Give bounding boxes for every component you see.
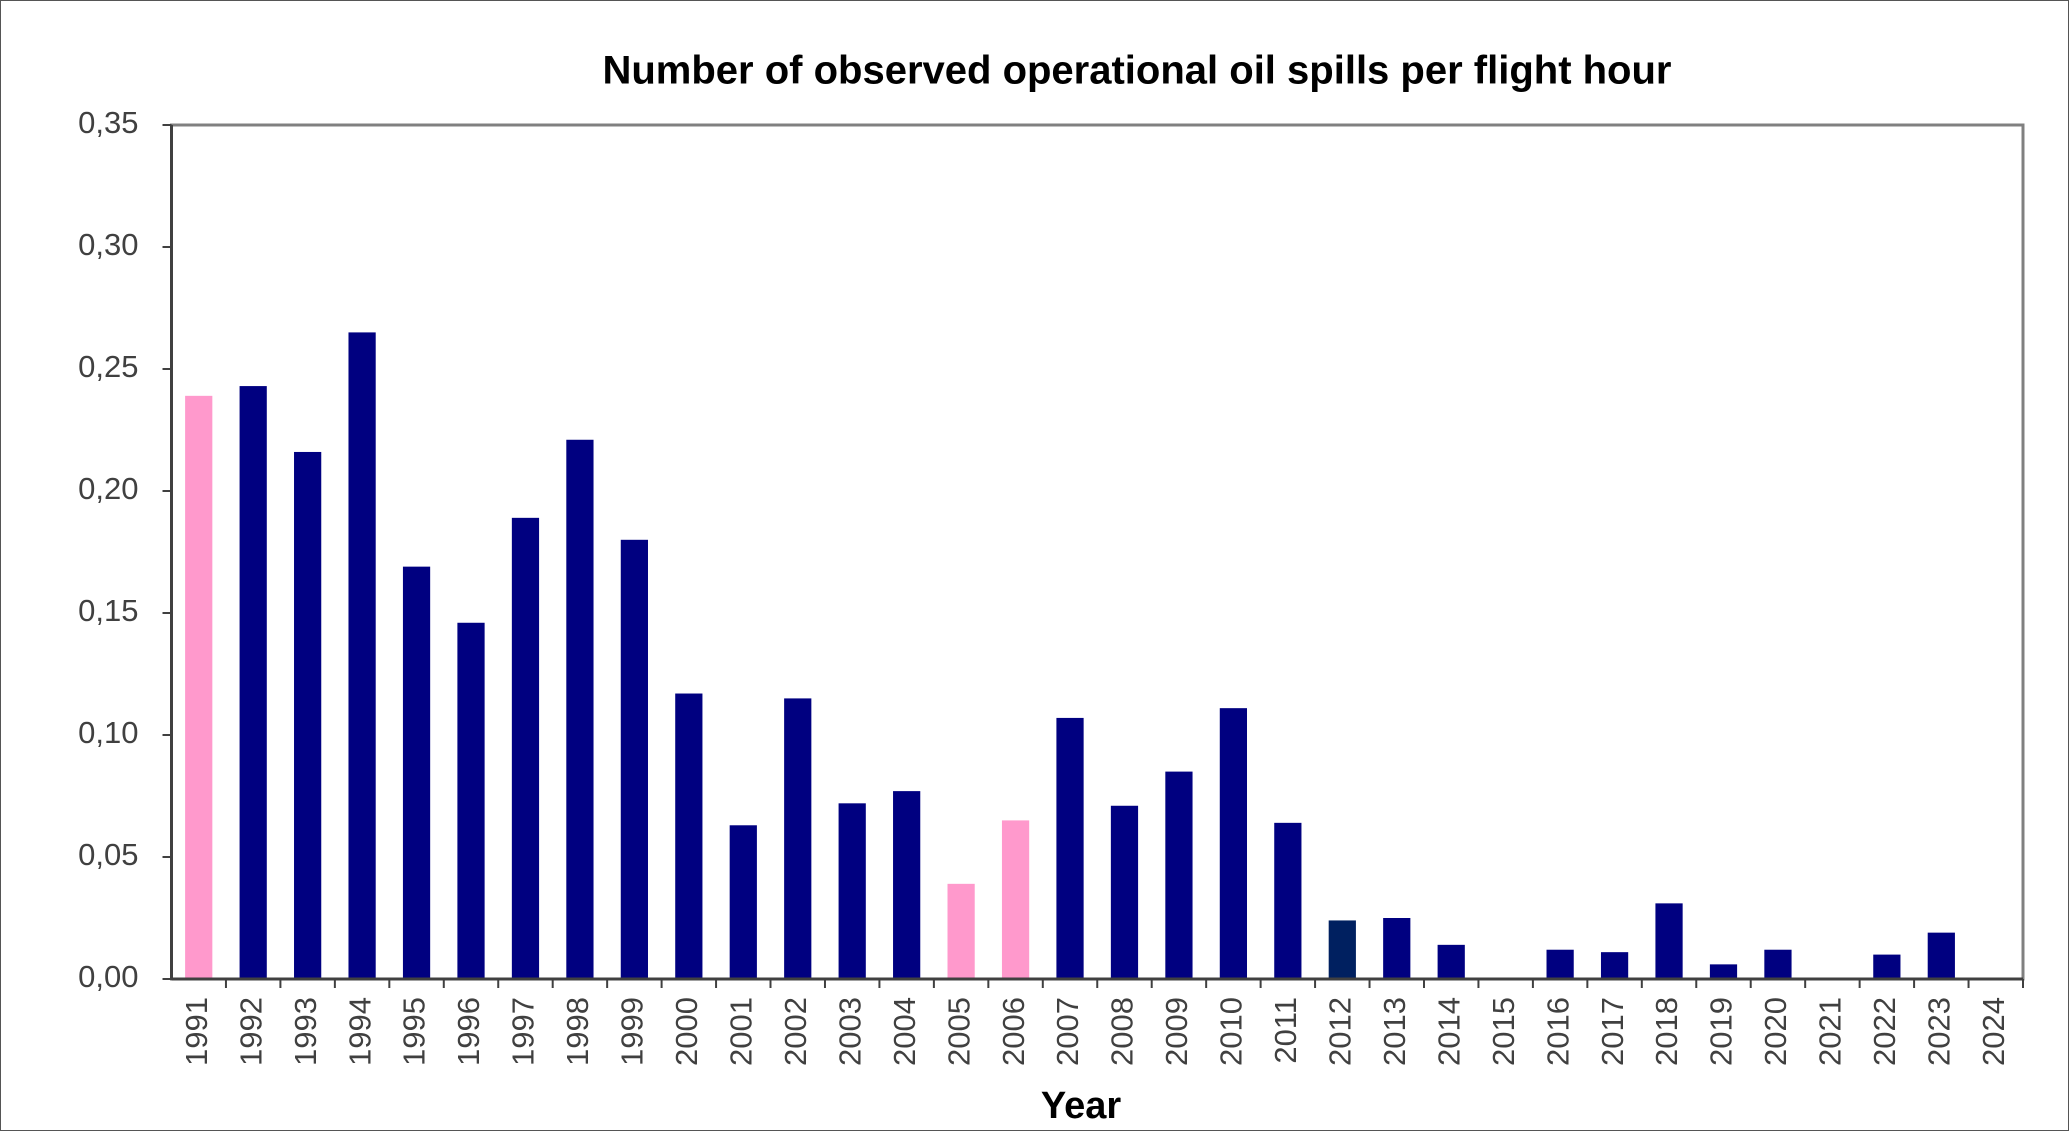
bar [675, 693, 703, 979]
bar [402, 566, 431, 979]
x-tick-label: 2010 [1214, 997, 1249, 1066]
bar [1600, 952, 1629, 979]
x-tick-label: 2022 [1867, 997, 1902, 1066]
x-tick-label: 2004 [887, 997, 922, 1066]
bar [1927, 932, 1955, 979]
bar [1001, 820, 1030, 979]
bar [1110, 805, 1139, 979]
y-tick-label: 0,30 [78, 227, 138, 262]
x-tick-label: 2024 [1976, 997, 2011, 1066]
x-tick-label: 2011 [1268, 997, 1303, 1064]
bar [1709, 964, 1738, 979]
x-tick-label: 2017 [1595, 997, 1630, 1066]
x-tick-label: 2013 [1377, 997, 1412, 1066]
bar [1219, 708, 1248, 979]
bar [294, 451, 322, 980]
bar [348, 332, 376, 979]
x-tick-label: 2008 [1105, 997, 1140, 1066]
bar [511, 517, 540, 979]
x-tick-label: 2003 [832, 997, 867, 1066]
x-tick-label: 2020 [1758, 997, 1793, 1066]
y-tick-label: 0,15 [78, 593, 138, 628]
x-tick-label: 2021 [1813, 997, 1848, 1066]
x-tick-label: 1998 [560, 997, 595, 1066]
x-tick-label: 2002 [778, 997, 813, 1066]
x-tick-label: 1994 [342, 997, 377, 1066]
y-tick-label: 0,10 [78, 715, 138, 750]
x-tick-label: 1991 [179, 997, 214, 1066]
bar [1546, 949, 1574, 979]
x-tick-label: 2018 [1649, 997, 1684, 1066]
bar [1764, 949, 1792, 979]
bar [457, 622, 485, 979]
bar [1328, 920, 1356, 979]
y-tick-label: 0,35 [78, 105, 138, 140]
bar [1873, 954, 1901, 979]
bar [1274, 822, 1302, 979]
x-tick-label: 2019 [1704, 997, 1739, 1066]
x-tick-label: 2007 [1050, 997, 1085, 1066]
x-tick-label: 2005 [941, 997, 976, 1066]
y-tick-label: 0,00 [78, 959, 138, 994]
chart-title: Number of observed operational oil spill… [602, 49, 1671, 93]
y-tick-label: 0,25 [78, 349, 138, 384]
y-tick-label: 0,05 [78, 837, 138, 872]
bar [838, 803, 866, 979]
y-tick-label: 0,20 [78, 471, 138, 506]
bar [947, 883, 975, 979]
bar [1056, 717, 1084, 979]
bar [893, 791, 921, 979]
x-tick-label: 2006 [996, 997, 1031, 1066]
bar [784, 698, 812, 979]
bar [1437, 944, 1465, 979]
x-tick-label: 1993 [288, 997, 323, 1066]
bar [620, 539, 648, 979]
plot-frame [170, 123, 2025, 981]
x-tick-label: 1992 [233, 997, 268, 1066]
bar [1165, 771, 1193, 979]
bar [239, 386, 267, 980]
bar [566, 439, 594, 979]
x-tick-label: 2009 [1159, 997, 1194, 1066]
x-tick-label: 1995 [397, 997, 432, 1066]
x-tick-label: 2023 [1922, 997, 1957, 1066]
x-tick-label: 1999 [615, 997, 650, 1066]
bar [729, 825, 757, 979]
x-tick-label: 2015 [1486, 997, 1521, 1066]
x-tick-label: 1996 [451, 997, 486, 1066]
x-tick-label: 2016 [1540, 997, 1575, 1066]
x-tick-label: 2014 [1431, 997, 1466, 1066]
bar [185, 395, 213, 980]
bar [1655, 903, 1683, 979]
bar [1383, 918, 1411, 979]
x-tick-label: 2012 [1322, 997, 1357, 1066]
x-tick-label: 2000 [669, 997, 704, 1066]
x-axis-title: Year [1041, 1085, 1122, 1127]
x-tick-label: 2001 [723, 997, 758, 1066]
x-tick-label: 1997 [506, 997, 541, 1066]
